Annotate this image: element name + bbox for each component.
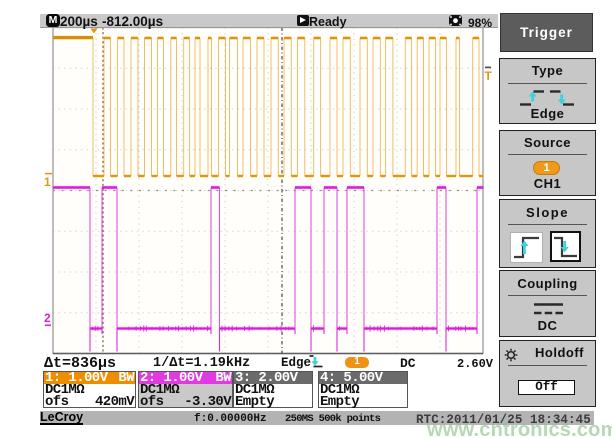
svg-text:2: 2 bbox=[44, 311, 51, 325]
svg-text:T: T bbox=[485, 69, 493, 83]
svg-text:1: 1 bbox=[44, 175, 51, 189]
